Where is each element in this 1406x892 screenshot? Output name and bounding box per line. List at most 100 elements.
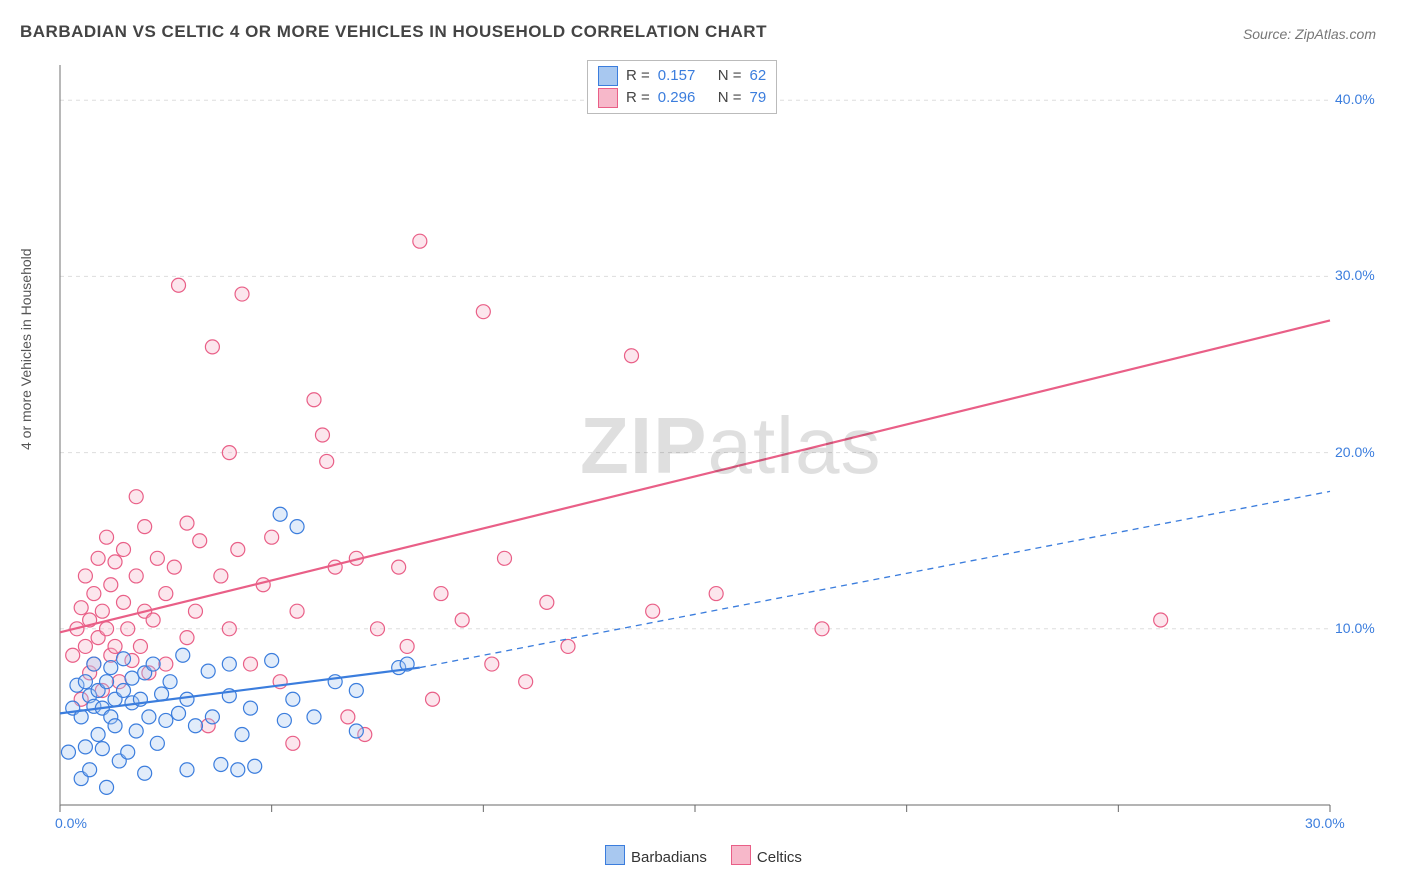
- data-point: [138, 766, 152, 780]
- data-point: [222, 446, 236, 460]
- data-point: [455, 613, 469, 627]
- legend-r-label: R =: [626, 65, 650, 87]
- legend-row: R =0.296N =79: [598, 87, 766, 109]
- data-point: [180, 692, 194, 706]
- data-point: [117, 652, 131, 666]
- data-point: [129, 490, 143, 504]
- data-point: [95, 604, 109, 618]
- data-point: [95, 742, 109, 756]
- data-point: [117, 543, 131, 557]
- data-point: [121, 745, 135, 759]
- data-point: [290, 604, 304, 618]
- y-tick-label: 40.0%: [1335, 91, 1375, 107]
- data-point: [235, 728, 249, 742]
- data-point: [61, 745, 75, 759]
- data-point: [142, 710, 156, 724]
- data-point: [108, 639, 122, 653]
- data-point: [205, 710, 219, 724]
- data-point: [83, 763, 97, 777]
- data-point: [307, 710, 321, 724]
- data-point: [231, 543, 245, 557]
- data-point: [117, 595, 131, 609]
- data-point: [205, 340, 219, 354]
- data-point: [188, 604, 202, 618]
- correlation-legend: R = 0.157 N = 62R = 0.296 N = 79: [587, 60, 777, 114]
- data-point: [214, 569, 228, 583]
- data-point: [159, 587, 173, 601]
- legend-r-value: 0.157: [658, 65, 710, 87]
- data-point: [265, 654, 279, 668]
- data-point: [625, 349, 639, 363]
- data-point: [265, 530, 279, 544]
- data-point: [121, 622, 135, 636]
- data-point: [231, 763, 245, 777]
- data-point: [133, 639, 147, 653]
- data-point: [188, 719, 202, 733]
- data-point: [104, 578, 118, 592]
- data-point: [244, 657, 258, 671]
- data-point: [214, 757, 228, 771]
- legend-n-label: N =: [718, 65, 742, 87]
- data-point: [320, 454, 334, 468]
- legend-r-value: 0.296: [658, 87, 710, 109]
- data-point: [138, 520, 152, 534]
- x-tick-label: 30.0%: [1305, 815, 1345, 831]
- data-point: [100, 530, 114, 544]
- data-point: [561, 639, 575, 653]
- y-tick-label: 30.0%: [1335, 267, 1375, 283]
- data-point: [193, 534, 207, 548]
- data-point: [172, 706, 186, 720]
- data-point: [117, 683, 131, 697]
- data-point: [108, 719, 122, 733]
- legend-n-value: 79: [750, 87, 767, 109]
- legend-series-name: Barbadians: [631, 849, 707, 866]
- y-tick-label: 10.0%: [1335, 620, 1375, 636]
- legend-row: R = 0.157 N = 62: [598, 65, 766, 87]
- data-point: [172, 278, 186, 292]
- data-point: [74, 601, 88, 615]
- data-point: [349, 724, 363, 738]
- data-point: [400, 639, 414, 653]
- data-point: [125, 671, 139, 685]
- data-point: [248, 759, 262, 773]
- data-point: [129, 569, 143, 583]
- data-point: [201, 664, 215, 678]
- data-point: [222, 622, 236, 636]
- data-point: [413, 234, 427, 248]
- data-point: [392, 560, 406, 574]
- data-point: [91, 728, 105, 742]
- legend-item: Celtics: [731, 845, 802, 866]
- data-point: [100, 675, 114, 689]
- data-point: [180, 631, 194, 645]
- data-point: [104, 661, 118, 675]
- data-point: [277, 713, 291, 727]
- data-point: [78, 675, 92, 689]
- data-point: [498, 551, 512, 565]
- data-point: [434, 587, 448, 601]
- data-point: [146, 657, 160, 671]
- trend-line: [60, 320, 1330, 632]
- data-point: [307, 393, 321, 407]
- legend-n-label: N =: [718, 87, 742, 109]
- data-point: [426, 692, 440, 706]
- data-point: [540, 595, 554, 609]
- legend-series-name: Celtics: [757, 849, 802, 866]
- legend-swatch: [731, 845, 751, 865]
- data-point: [87, 657, 101, 671]
- legend-n-value: 62: [750, 65, 767, 87]
- data-point: [159, 657, 173, 671]
- data-point: [476, 305, 490, 319]
- data-point: [1154, 613, 1168, 627]
- data-point: [78, 639, 92, 653]
- series-legend: Barbadians Celtics: [605, 845, 802, 866]
- data-point: [100, 622, 114, 636]
- data-point: [176, 648, 190, 662]
- data-point: [150, 736, 164, 750]
- data-point: [815, 622, 829, 636]
- data-point: [167, 560, 181, 574]
- data-point: [180, 516, 194, 530]
- legend-item: Barbadians: [605, 845, 707, 866]
- data-point: [78, 569, 92, 583]
- data-point: [646, 604, 660, 618]
- data-point: [159, 713, 173, 727]
